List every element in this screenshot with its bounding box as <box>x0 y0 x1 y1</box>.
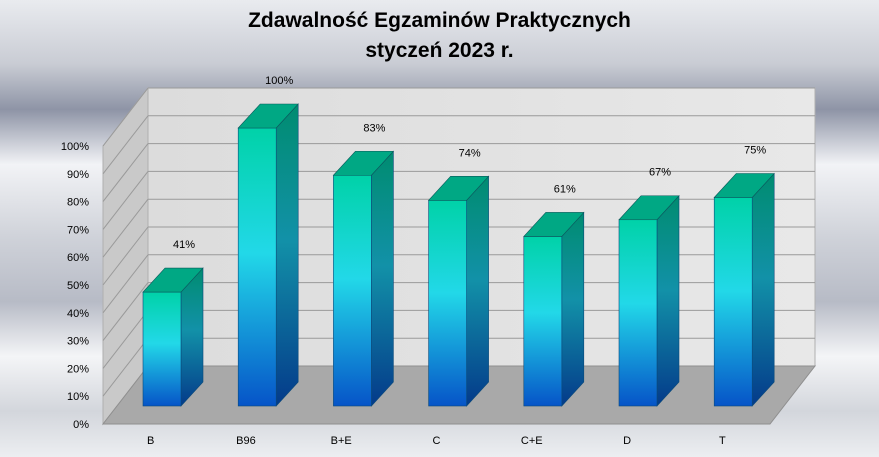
gridline-side <box>102 171 149 230</box>
data-label: 67% <box>649 167 671 179</box>
data-label: 75% <box>744 145 766 157</box>
gridline-side <box>102 198 149 258</box>
y-tick-label: 70% <box>67 224 89 236</box>
gridline-side <box>102 226 149 286</box>
bar-top <box>713 173 775 198</box>
x-tick-label: B <box>147 435 154 447</box>
gridline-side <box>102 143 149 202</box>
bar-side <box>656 194 680 407</box>
x-tick-label: D <box>623 435 631 447</box>
data-label: 100% <box>265 75 293 87</box>
bar-side <box>371 150 394 407</box>
y-tick-label: 60% <box>67 252 89 264</box>
data-label: 83% <box>363 122 385 134</box>
gridline-side <box>102 115 149 175</box>
gridline-side <box>102 310 149 369</box>
x-tick-label: B+E <box>331 435 352 447</box>
bar-side <box>561 211 585 407</box>
bar-top <box>618 195 680 221</box>
bar-top <box>427 175 490 201</box>
y-tick-label: 30% <box>67 336 89 348</box>
gridline-side <box>102 337 149 397</box>
y-tick-label: 10% <box>67 391 89 403</box>
y-tick-label: 90% <box>67 169 89 181</box>
data-label: 74% <box>459 147 481 159</box>
data-label: 41% <box>173 239 195 251</box>
bar <box>523 236 563 407</box>
gridline-side <box>102 282 149 341</box>
bar-top <box>332 150 395 176</box>
y-tick-label: 100% <box>61 141 89 153</box>
x-tick-label: B96 <box>236 435 256 447</box>
gridline-side <box>102 87 149 147</box>
bar-side <box>275 103 299 407</box>
y-tick-label: 50% <box>67 280 89 292</box>
x-tick-label: C+E <box>521 435 543 447</box>
bar-top <box>523 212 585 237</box>
bar-side <box>466 175 489 407</box>
bar <box>713 197 753 407</box>
gridline-side <box>102 254 149 314</box>
y-tick-label: 80% <box>67 197 89 209</box>
bar <box>237 127 277 407</box>
x-tick-label: T <box>719 435 726 447</box>
y-tick-label: 20% <box>67 363 89 375</box>
bar <box>142 291 182 407</box>
y-tick-label: 0% <box>73 419 89 431</box>
chart-title-block: Zdawalność Egzaminów Praktycznych stycze… <box>0 6 879 66</box>
bar <box>618 219 658 407</box>
y-tick-label: 40% <box>67 308 89 320</box>
bar <box>428 199 467 407</box>
chart-title: Zdawalność Egzaminów Praktycznych <box>248 9 631 32</box>
x-tick-label: C <box>433 435 441 447</box>
chart-subtitle: styczeń 2023 r. <box>365 39 514 62</box>
bar <box>333 174 372 407</box>
data-label: 61% <box>554 183 576 195</box>
bar-top <box>237 103 299 129</box>
bar-side <box>751 172 775 407</box>
bar-top <box>142 267 204 293</box>
